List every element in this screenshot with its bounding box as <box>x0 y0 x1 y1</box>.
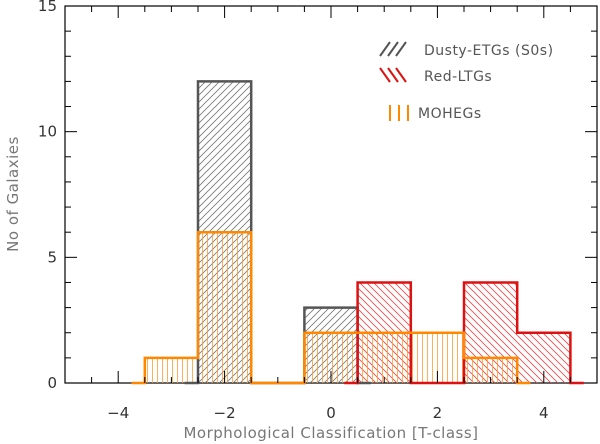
legend-swatch-red-ltgs <box>379 67 407 83</box>
y-tick-label: 15 <box>38 0 57 15</box>
legend-label-red-ltgs: Red-LTGs <box>424 69 492 85</box>
legend-swatch-mohegs <box>389 105 409 121</box>
y-tick-label: 0 <box>47 374 57 392</box>
x-tick-label: −2 <box>214 404 236 422</box>
y-tick-label: 5 <box>47 248 57 266</box>
x-tick-label: −4 <box>107 404 129 422</box>
series-outline-mohegs <box>131 230 531 385</box>
bar-fill-mohegs <box>198 232 252 383</box>
legend-label-dusty-etgs: Dusty-ETGs (S0s) <box>424 43 554 59</box>
y-tick-label: 10 <box>38 123 57 141</box>
legend-swatch-dusty-etgs <box>379 41 407 57</box>
bar-fill-mohegs <box>357 332 411 383</box>
x-tick-label: 4 <box>539 404 549 422</box>
legend: Dusty-ETGs (S0s) Red-LTGs MOHEGs <box>379 41 554 122</box>
x-tick-label: 0 <box>326 404 336 422</box>
legend-label-mohegs: MOHEGs <box>418 106 482 122</box>
x-axis-label: Morphological Classification [T-class] <box>183 424 478 442</box>
x-tick-label: 2 <box>433 404 443 422</box>
y-axis-label: No of Galaxies <box>4 136 22 252</box>
